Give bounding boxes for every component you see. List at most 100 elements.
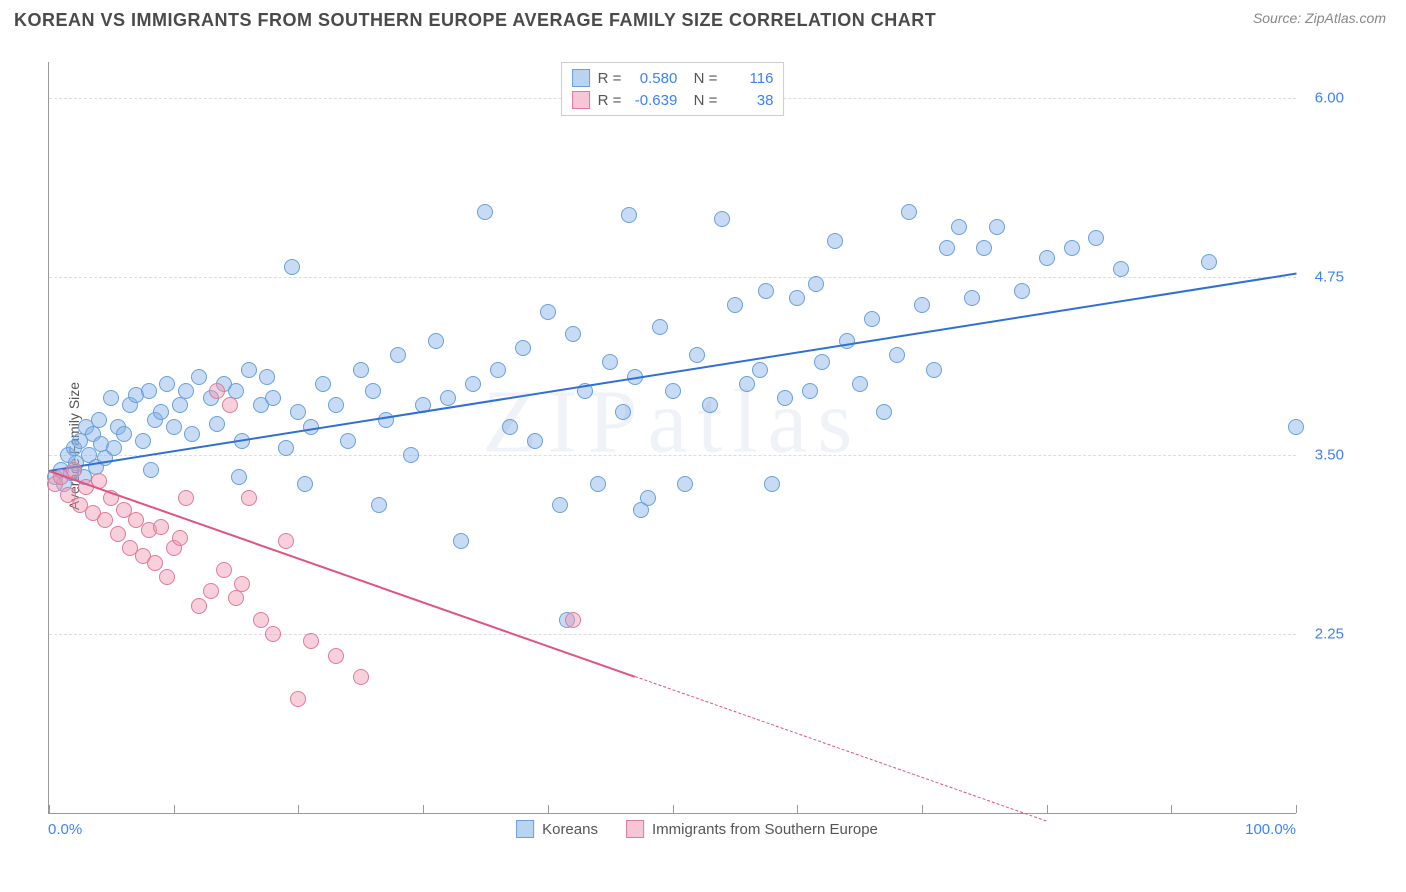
scatter-point <box>172 397 188 413</box>
scatter-point <box>789 290 805 306</box>
scatter-point <box>590 476 606 492</box>
scatter-point <box>228 590 244 606</box>
scatter-point <box>758 283 774 299</box>
scatter-point <box>103 390 119 406</box>
scatter-point <box>153 519 169 535</box>
scatter-point <box>390 347 406 363</box>
scatter-point <box>231 469 247 485</box>
stat-r-value: 0.580 <box>629 70 677 87</box>
scatter-point <box>178 490 194 506</box>
scatter-point <box>209 383 225 399</box>
scatter-point <box>989 219 1005 235</box>
scatter-point <box>440 390 456 406</box>
legend-label: Koreans <box>542 821 598 838</box>
scatter-point <box>110 526 126 542</box>
x-tick <box>922 805 923 813</box>
scatter-point <box>727 297 743 313</box>
x-tick <box>423 805 424 813</box>
x-tick <box>548 805 549 813</box>
scatter-point <box>714 211 730 227</box>
scatter-point <box>191 369 207 385</box>
legend-swatch <box>626 820 644 838</box>
scatter-point <box>976 240 992 256</box>
scatter-point <box>621 207 637 223</box>
scatter-point <box>689 347 705 363</box>
scatter-point <box>633 502 649 518</box>
scatter-point <box>378 412 394 428</box>
gridline <box>49 634 1296 635</box>
scatter-point <box>602 354 618 370</box>
header: KOREAN VS IMMIGRANTS FROM SOUTHERN EUROP… <box>0 0 1406 31</box>
trend-line <box>49 470 636 678</box>
scatter-point <box>777 390 793 406</box>
scatter-point <box>328 397 344 413</box>
scatter-point <box>802 383 818 399</box>
scatter-point <box>852 376 868 392</box>
source-label: Source: ZipAtlas.com <box>1253 10 1386 26</box>
scatter-point <box>203 583 219 599</box>
stat-r-label: R = <box>598 70 622 87</box>
scatter-point <box>665 383 681 399</box>
x-tick <box>174 805 175 813</box>
scatter-point <box>353 362 369 378</box>
scatter-point <box>353 669 369 685</box>
scatter-point <box>66 462 82 478</box>
scatter-point <box>876 404 892 420</box>
stats-legend: R =0.580 N =116R =-0.639 N =38 <box>561 62 785 116</box>
scatter-point <box>615 404 631 420</box>
y-tick-label: 6.00 <box>1300 89 1344 106</box>
scatter-point <box>241 362 257 378</box>
scatter-point <box>340 433 356 449</box>
scatter-point <box>166 419 182 435</box>
scatter-point <box>552 497 568 513</box>
scatter-point <box>652 319 668 335</box>
x-min-label: 0.0% <box>48 821 82 838</box>
scatter-point <box>253 612 269 628</box>
scatter-point <box>926 362 942 378</box>
scatter-point <box>209 416 225 432</box>
scatter-point <box>951 219 967 235</box>
scatter-point <box>116 426 132 442</box>
scatter-point <box>752 362 768 378</box>
scatter-point <box>827 233 843 249</box>
legend-swatch <box>572 69 590 87</box>
scatter-point <box>1014 283 1030 299</box>
scatter-point <box>153 404 169 420</box>
chart-container: Average Family Size ZIPatlas R =0.580 N … <box>48 48 1346 844</box>
scatter-point <box>465 376 481 392</box>
scatter-point <box>453 533 469 549</box>
scatter-point <box>527 433 543 449</box>
scatter-point <box>1288 419 1304 435</box>
scatter-point <box>278 440 294 456</box>
x-tick <box>797 805 798 813</box>
scatter-point <box>290 404 306 420</box>
scatter-point <box>97 512 113 528</box>
x-tick <box>673 805 674 813</box>
scatter-point <box>502 419 518 435</box>
scatter-point <box>477 204 493 220</box>
scatter-point <box>939 240 955 256</box>
x-tick <box>1296 805 1297 813</box>
legend-swatch <box>516 820 534 838</box>
scatter-point <box>764 476 780 492</box>
scatter-point <box>178 383 194 399</box>
legend-item: Immigrants from Southern Europe <box>626 820 878 838</box>
scatter-point <box>159 569 175 585</box>
plot-area: ZIPatlas R =0.580 N =116R =-0.639 N =38 … <box>48 62 1296 814</box>
scatter-point <box>1039 250 1055 266</box>
scatter-point <box>234 576 250 592</box>
scatter-point <box>241 490 257 506</box>
scatter-point <box>515 340 531 356</box>
stats-row: R =0.580 N =116 <box>572 67 774 89</box>
scatter-point <box>565 326 581 342</box>
scatter-point <box>91 412 107 428</box>
scatter-point <box>1064 240 1080 256</box>
stat-n-value: 116 <box>725 70 773 87</box>
legend-item: Koreans <box>516 820 598 838</box>
bottom-legend: Koreans Immigrants from Southern Europe <box>516 820 878 838</box>
scatter-point <box>964 290 980 306</box>
scatter-point <box>490 362 506 378</box>
scatter-point <box>428 333 444 349</box>
scatter-point <box>328 648 344 664</box>
stat-r-value: -0.639 <box>629 92 677 109</box>
